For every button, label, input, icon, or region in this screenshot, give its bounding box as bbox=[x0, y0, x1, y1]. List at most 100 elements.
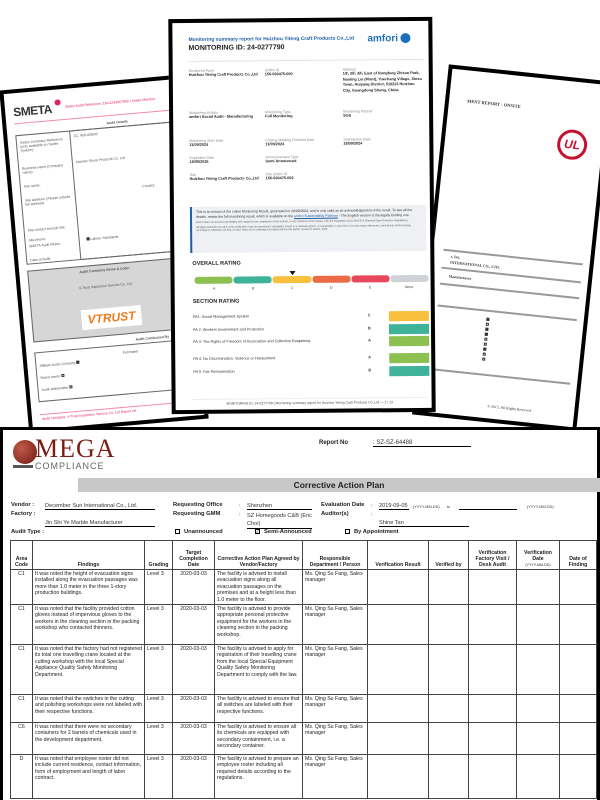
field-value: amfori Social Audit - Manufacturing bbox=[189, 114, 254, 119]
checkbox-unchecked-icon[interactable] bbox=[345, 529, 350, 534]
section-grade: B bbox=[367, 326, 371, 331]
cell-empty[interactable] bbox=[468, 694, 517, 724]
monitoring-fields: Monitored Party Huizhou Yiteng Craft Prod… bbox=[172, 21, 428, 181]
cell-empty[interactable] bbox=[367, 568, 429, 606]
cell-empty[interactable] bbox=[516, 694, 560, 724]
table-row: C1 It was noted the height of evacuation … bbox=[10, 568, 597, 606]
overall-rating-heading: OVERALL RATING bbox=[192, 260, 241, 267]
column-header: Verification Result bbox=[367, 540, 429, 570]
cell-empty[interactable] bbox=[428, 644, 469, 696]
auditors-value: Shine Tan bbox=[379, 520, 469, 527]
cell-empty[interactable] bbox=[516, 722, 560, 756]
section-rating-heading: SECTION RATING bbox=[192, 298, 240, 305]
cell-grading: Level 3 bbox=[144, 754, 173, 800]
rating-segment-b bbox=[233, 276, 272, 284]
report-title: Monitoring summary report for Huizhou Yi… bbox=[188, 35, 355, 43]
cell-empty[interactable] bbox=[559, 694, 597, 724]
cell-empty[interactable] bbox=[516, 604, 560, 646]
cell-empty[interactable] bbox=[516, 568, 560, 606]
field-closing-meeting-finished-date: Closing Meeting Finished Date 11/09/2024 bbox=[265, 138, 335, 148]
checkbox-unchecked bbox=[485, 322, 490, 326]
rating-segment-c bbox=[272, 275, 312, 284]
omega-logo-ball bbox=[13, 440, 37, 464]
rating-segment-none bbox=[390, 274, 429, 283]
section-name: PA1: Social Management System bbox=[192, 314, 250, 319]
report-no-label: Report No bbox=[319, 440, 348, 446]
cell-empty[interactable] bbox=[428, 604, 469, 646]
cell-empty[interactable] bbox=[516, 644, 560, 696]
evaluation-end-date[interactable] bbox=[459, 503, 517, 510]
date-format-hint: (YYYY-MM-DD) bbox=[413, 505, 440, 509]
field-monitoring-type: Monitoring Type Full Monitoring bbox=[265, 110, 335, 120]
checkbox-checked bbox=[483, 347, 487, 351]
cell-empty[interactable] bbox=[559, 754, 597, 800]
table-row: C1 It was noted that the facility provide… bbox=[10, 604, 597, 646]
field-value: SGS bbox=[343, 113, 352, 118]
rating-label: B bbox=[251, 286, 255, 291]
cell-empty[interactable] bbox=[428, 568, 469, 606]
cell-empty[interactable] bbox=[367, 722, 429, 756]
section-color-swatch bbox=[389, 352, 430, 364]
cell-empty[interactable] bbox=[428, 722, 469, 756]
colon: : bbox=[239, 503, 241, 509]
cell-empty[interactable] bbox=[428, 694, 469, 724]
requesting-gmm-label: Requesting GMM bbox=[173, 511, 221, 517]
rating-label: E bbox=[368, 285, 372, 290]
section-grade: B bbox=[368, 368, 372, 373]
cell-empty[interactable] bbox=[468, 722, 517, 756]
cell-empty[interactable] bbox=[468, 604, 517, 646]
field-value: Semi Announced bbox=[265, 159, 297, 164]
divider bbox=[437, 304, 577, 322]
section-rating-row: PA 3: The Rights of Freedom of Associati… bbox=[193, 335, 430, 347]
cell-empty[interactable] bbox=[428, 754, 469, 800]
ul-line1: s, Inc. bbox=[450, 254, 461, 260]
section-rating-row: PA 4: No Discrimination, Violence or Har… bbox=[193, 352, 430, 364]
field-monitored-party: Monitored Party Huizhou Yiteng Craft Prod… bbox=[189, 68, 259, 78]
cell-responsible: Ms. Qing Su Fang, Sales manager bbox=[302, 694, 368, 724]
audit-type-semi-announced[interactable]: ✓ Semi-Announced bbox=[255, 529, 312, 535]
field-value: 18/09/2024 bbox=[343, 141, 363, 146]
cell-empty[interactable] bbox=[468, 568, 517, 606]
ul-checklist bbox=[482, 317, 497, 364]
table-row: C1 It was noted that the factory had not … bbox=[10, 644, 597, 696]
colon: : bbox=[371, 512, 373, 518]
corrective-action-plan-page: MEGA COMPLIANCE Report No : SZ-SZ-64488 … bbox=[0, 427, 600, 800]
audit-type-label: Semi-Announced bbox=[264, 529, 312, 536]
cell-area: C1 bbox=[10, 694, 33, 724]
cell-empty[interactable] bbox=[559, 644, 597, 696]
cell-empty[interactable] bbox=[516, 754, 560, 800]
platform-link[interactable]: amfori Sustainability Platform bbox=[294, 213, 338, 219]
checkbox-unchecked-icon[interactable] bbox=[175, 529, 180, 534]
checkbox-checked bbox=[486, 317, 490, 321]
audit-type-label: Audit Type : bbox=[11, 529, 45, 535]
date-format-hint: (YYYY-MM-DD) bbox=[527, 505, 554, 509]
column-header: Area Code bbox=[10, 540, 33, 570]
cell-cap: The facility is advised to prepare an em… bbox=[214, 754, 303, 800]
ul-report-title: MENT REPORT - ONSITE bbox=[466, 98, 521, 110]
field-site-amfori-id: Site amfori ID 156-030475-002 bbox=[266, 172, 336, 182]
cell-finding: It was noted that there were no secondar… bbox=[32, 722, 145, 756]
section-name: PA 4: No Discrimination, Violence or Har… bbox=[193, 356, 276, 361]
cell-empty[interactable] bbox=[559, 722, 597, 756]
cell-target: 2020-03-03 bbox=[172, 694, 215, 724]
requesting-gmm-value: SZ Homegoods C&B (Eric Choi) bbox=[247, 513, 312, 529]
ul-logo: UL bbox=[555, 128, 589, 162]
section-grade: C bbox=[367, 313, 371, 318]
cell-empty[interactable] bbox=[468, 644, 517, 696]
checkbox-checked-icon[interactable]: ✓ bbox=[255, 529, 260, 534]
cell-empty[interactable] bbox=[559, 568, 597, 606]
cell-empty[interactable] bbox=[559, 604, 597, 646]
cell-empty[interactable] bbox=[367, 604, 429, 646]
section-color-swatch bbox=[388, 310, 429, 322]
smeta-header-text: Sedex Audit Reference: ZAA1234567890 | S… bbox=[64, 96, 156, 109]
audit-type-by-appointment[interactable]: By Appointment bbox=[345, 529, 399, 535]
requesting-office-label: Requesting Office bbox=[173, 502, 223, 508]
cell-empty[interactable] bbox=[367, 694, 429, 724]
disclaimer-rights: All rights reserved. No part of this pub… bbox=[196, 223, 412, 233]
audit-type-unannounced[interactable]: Unannounced bbox=[175, 529, 223, 535]
cell-empty[interactable] bbox=[367, 644, 429, 696]
cell-empty[interactable] bbox=[367, 754, 429, 800]
audit-details-heading: Audit Details bbox=[106, 119, 129, 126]
cell-empty[interactable] bbox=[468, 754, 517, 800]
omega-logo-sub: COMPLIANCE bbox=[35, 461, 105, 471]
